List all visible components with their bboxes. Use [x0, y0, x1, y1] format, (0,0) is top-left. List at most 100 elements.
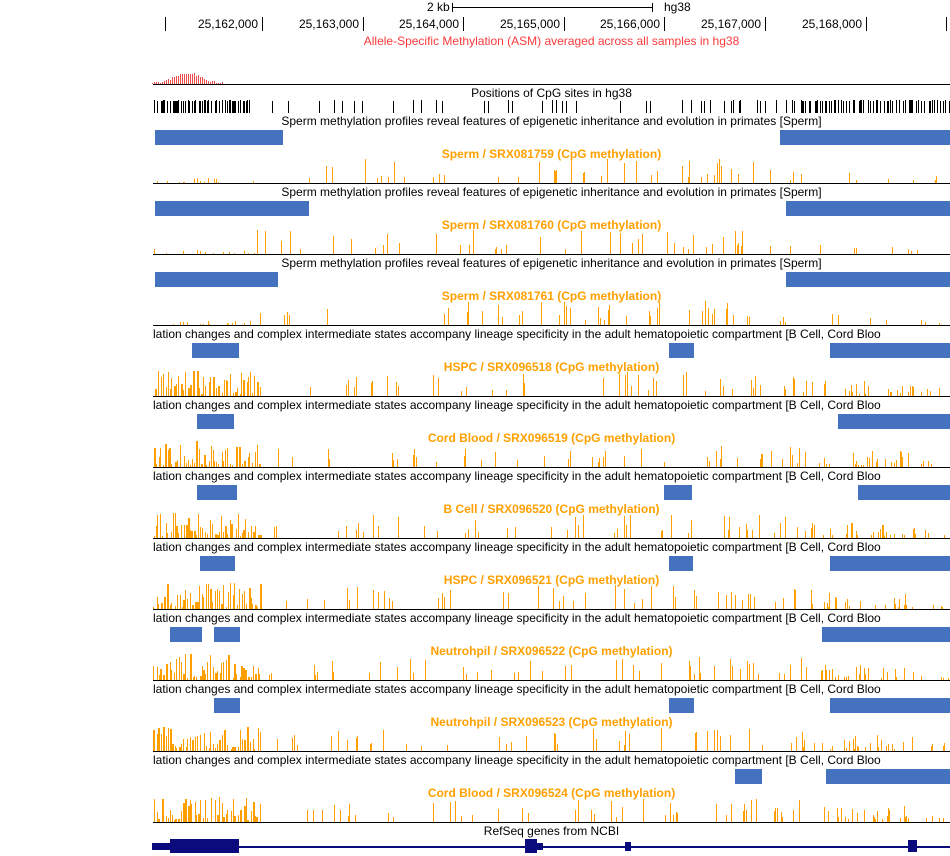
signal-spike: [171, 464, 172, 467]
signal-spike: [846, 677, 847, 680]
signal-spike: [939, 388, 940, 396]
track-neutrohpil-srx096522-cpg-methylation[interactable]: lation changes and complex intermediate …: [0, 612, 950, 683]
position-ruler[interactable]: 25,162,000 25,163,000 25,164,000 25,165,000…: [0, 15, 950, 35]
asm-bar: [218, 83, 219, 84]
signal-spike: [900, 393, 901, 396]
signal-spike: [200, 735, 201, 751]
signal-spike: [244, 323, 245, 325]
signal-spike: [701, 177, 702, 183]
cpg-tick: [801, 100, 802, 113]
cpg-track[interactable]: Positions of CpG sites in hg38: [0, 86, 950, 115]
signal-spike: [200, 324, 201, 325]
track-neutrohpil-srx096523-cpg-methylation[interactable]: lation changes and complex intermediate …: [0, 683, 950, 754]
signal-spike: [348, 816, 349, 822]
signal-spike: [221, 604, 223, 609]
signal-spike: [239, 447, 241, 467]
signal-spike: [222, 393, 223, 396]
signal-spike: [257, 230, 258, 254]
signal-spike: [603, 460, 604, 467]
refseq-track[interactable]: RefSeq genes from NCBI: [0, 824, 950, 856]
track-cord-blood-srx096524-cpg-methylation[interactable]: lation changes and complex intermediate …: [0, 754, 950, 825]
signal-spike: [215, 748, 216, 751]
region-bar: [786, 201, 950, 216]
signal-spike: [371, 383, 372, 396]
signal-spike: [908, 453, 909, 467]
signal-spike: [845, 389, 846, 396]
track-sperm-srx081759-cpg-methylation[interactable]: Sperm methylation profiles reveal featur…: [0, 115, 950, 186]
signal-spike: [195, 602, 197, 609]
cpg-tick: [238, 101, 239, 113]
signal-spike: [254, 749, 255, 751]
track-sperm-srx081761-cpg-methylation[interactable]: Sperm methylation profiles reveal featur…: [0, 257, 950, 328]
cpg-tick: [232, 101, 234, 113]
track-hspc-srx096518-cpg-methylation[interactable]: lation changes and complex intermediate …: [0, 328, 950, 399]
signal-spike: [846, 748, 847, 751]
region-bar: [669, 343, 694, 358]
signal-spike: [636, 161, 637, 183]
ruler-tick-label: 25,164,000: [398, 17, 459, 31]
signal-spike: [802, 732, 803, 751]
signal-spike: [528, 813, 529, 822]
signal-spike: [406, 744, 407, 751]
track-b-cell-srx096520-cpg-methylation[interactable]: lation changes and complex intermediate …: [0, 470, 950, 541]
cpg-tick: [809, 101, 810, 113]
cpg-tick: [786, 100, 787, 113]
signal-spike: [571, 665, 572, 680]
signal-spike: [835, 677, 836, 680]
signal-spike: [213, 450, 214, 467]
asm-bar: [186, 74, 187, 84]
signal-spike: [241, 373, 242, 396]
signal-spike: [398, 517, 399, 538]
signal-spike: [733, 315, 734, 325]
signal-spike: [905, 594, 906, 609]
signal-spike: [730, 659, 731, 680]
signal-spike: [931, 746, 932, 751]
signal-spike: [248, 677, 250, 680]
signal-spike: [196, 815, 197, 822]
signal-spike: [554, 170, 555, 183]
asm-track[interactable]: Allele-Specific Methylation (ASM) averag…: [0, 33, 950, 86]
signal-spike: [215, 800, 216, 822]
signal-spike: [762, 454, 763, 467]
signal-spike: [913, 387, 914, 396]
signal-spike: [205, 800, 206, 822]
signal-spike: [832, 746, 833, 751]
signal-spike: [738, 243, 739, 254]
signal-spike: [331, 736, 332, 751]
signal-spike: [300, 249, 301, 254]
track-region-bars: [0, 754, 950, 825]
signal-spike: [491, 670, 492, 680]
signal-spike: [207, 818, 208, 822]
signal-spike: [910, 386, 911, 396]
signal-spike: [741, 246, 742, 254]
signal-spike: [469, 245, 470, 254]
signal-spike: [370, 744, 371, 751]
signal-spike: [197, 250, 198, 254]
signal-spike: [209, 324, 210, 325]
signal-spike: [258, 535, 260, 538]
track-hspc-srx096521-cpg-methylation[interactable]: lation changes and complex intermediate …: [0, 541, 950, 612]
signal-spike: [236, 529, 237, 538]
track-sperm-srx081760-cpg-methylation[interactable]: Sperm methylation profiles reveal featur…: [0, 186, 950, 257]
signal-spike: [448, 308, 449, 325]
signal-spike: [616, 660, 617, 680]
signal-spike: [858, 747, 859, 751]
asm-bar: [222, 82, 223, 84]
signal-spike: [598, 462, 599, 467]
track-cord-blood-srx096519-cpg-methylation[interactable]: lation changes and complex intermediate …: [0, 399, 950, 470]
signal-spike: [855, 736, 856, 751]
signal-spike: [801, 658, 802, 680]
signal-spike: [671, 515, 672, 538]
signal-spike: [849, 173, 850, 183]
signal-spike: [183, 390, 184, 396]
signal-spike: [856, 531, 857, 538]
signal-spike: [214, 179, 215, 183]
signal-spike: [851, 385, 852, 396]
signal-spike: [727, 303, 728, 325]
signal-spike: [174, 820, 175, 822]
ruler-edge-tick: [946, 17, 947, 31]
signal-spike: [219, 740, 221, 751]
signal-spike: [252, 604, 253, 609]
signal-spike: [540, 237, 541, 254]
signal-spike: [190, 385, 192, 396]
